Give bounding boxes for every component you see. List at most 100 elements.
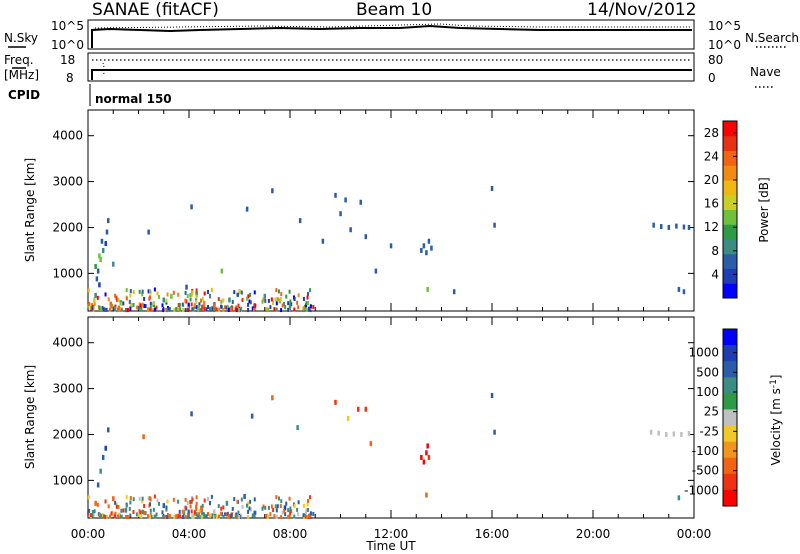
velocity-y-ticks: 1000 2000 3000 4000 [52,336,694,487]
velocity-near-range-band [87,494,315,520]
velocity-band-mark-104 [184,505,187,510]
velocity-point-24 [369,441,373,447]
nave-tick-hi: 80 [708,53,723,67]
power-point-52 [425,250,428,256]
velocity-colorbar-frame [722,328,738,507]
power-point-61 [667,224,671,230]
power-band-mark-228 [154,307,157,312]
velocity-band-mark-183 [140,514,143,519]
power-band-mark-97 [226,304,229,309]
power-point-56 [452,289,456,295]
power-colorbar-label: Power [dB] [757,177,771,242]
velocity-band-mark-247 [132,497,135,502]
power-band-mark-200 [285,294,288,299]
velocity-point-26 [422,459,426,465]
power-point-13 [94,263,97,269]
power-point-26 [190,204,193,210]
velocity-band-mark-219 [166,499,169,504]
power-band-mark-72 [225,305,228,310]
velocity-ytick-label-2: 3000 [52,382,83,396]
power-point-11 [105,229,109,235]
power-ytick-label-0: 1000 [52,266,83,280]
velocity-band-mark-12 [224,512,227,517]
power-band-mark-0 [198,302,201,307]
velocity-band-mark-215 [312,511,315,516]
velocity-colorbar-cell-3 [723,377,737,394]
velocity-colorbar-cell-2 [723,361,737,378]
velocity-band-mark-198 [254,510,257,515]
power-point-54 [430,245,433,251]
velocity-point-9 [142,434,145,440]
power-band-mark-11 [141,292,144,297]
velocity-band-mark-250 [302,513,305,518]
velocity-band-mark-59 [179,514,182,519]
power-point-46 [359,199,362,205]
power-band-mark-94 [157,294,160,299]
velocity-band-mark-52 [128,506,131,511]
velocity-band-mark-72 [225,512,228,517]
velocity-band-mark-252 [104,514,107,519]
velocity-band-mark-5 [127,515,130,520]
power-band-mark-192 [203,291,206,296]
velocity-band-mark-218 [125,503,128,508]
freq-tick-hi: 18 [60,53,75,67]
power-colorbar-cell-7 [723,180,737,196]
power-band-mark-188 [248,299,251,304]
velocity-colorbar-label-end: ] [769,375,783,380]
power-colorbar-cell-8 [723,165,737,181]
power-band-mark-51 [305,303,308,308]
velocity-band-mark-246 [129,500,132,505]
power-colorbar-cell-3 [723,239,737,255]
time-tick-label-5: 20:00 [576,527,611,541]
nsearch-label: N.Search [745,31,799,45]
velocity-point-14 [225,500,229,506]
power-band-mark-189 [241,297,244,302]
power-point-58 [493,222,496,228]
power-band-mark-35 [189,297,192,302]
velocity-band-mark-199 [184,515,187,520]
velocity-band-mark-36 [249,507,252,512]
power-point-35 [263,293,267,299]
nsearch-line [94,23,692,29]
power-band-mark-125 [175,307,178,312]
power-band-mark-112 [141,289,144,294]
power-point-27 [195,291,198,297]
velocity-band-mark-234 [230,514,233,519]
velocity-band-mark-154 [212,510,215,515]
velocity-band-mark-10 [166,513,169,518]
velocity-band-mark-106 [155,512,158,517]
power-band-mark-229 [149,295,152,300]
freq-frame [87,52,695,82]
velocity-band-mark-241 [222,505,225,510]
power-band-mark-198 [254,303,257,308]
velocity-band-mark-15 [304,513,307,518]
power-point-6 [98,282,101,288]
power-band-mark-95 [289,299,292,304]
velocity-band-mark-97 [226,511,229,516]
velocity-band-mark-205 [280,499,283,504]
power-band-mark-243 [91,306,94,311]
nsearch-tick-lo: 10^0 [708,38,741,52]
power-band-mark-60 [115,297,118,302]
power-band-mark-193 [181,302,184,307]
power-band-mark-175 [198,305,201,310]
velocity-band-mark-31 [101,512,104,517]
power-band-mark-143 [217,297,220,302]
power-point-12 [107,218,110,224]
velocity-colorbar-label-text: Velocity [m s [769,388,783,465]
velocity-band-mark-92 [105,514,108,519]
velocity-band-mark-102 [251,513,254,518]
velocity-colorbar-tick-label-4: -25 [699,424,719,438]
velocity-band-mark-91 [207,496,210,501]
velocity-point-34 [657,430,660,436]
power-band-mark-253 [287,307,290,312]
velocity-band-mark-229 [149,502,152,507]
power-band-mark-233 [203,306,206,311]
nsky-line [91,24,692,48]
power-band-mark-22 [147,289,150,294]
power-band-mark-106 [155,305,158,310]
power-colorbar-cell-5 [723,209,737,225]
velocity-band-mark-30 [199,515,202,520]
velocity-band-mark-142 [249,499,252,504]
velocity-ytick-label-0: 1000 [52,473,83,487]
